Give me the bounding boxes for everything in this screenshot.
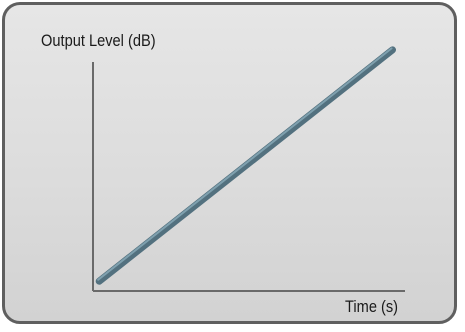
x-axis-label: Time (s) [345,297,399,316]
chart-plot [92,46,405,292]
series-line-0 [95,46,396,285]
chart-panel: Output Level (dB) Time (s) [2,2,457,324]
series-line-highlight-0 [97,47,393,281]
y-axis-label: Output Level (dB) [41,31,156,50]
